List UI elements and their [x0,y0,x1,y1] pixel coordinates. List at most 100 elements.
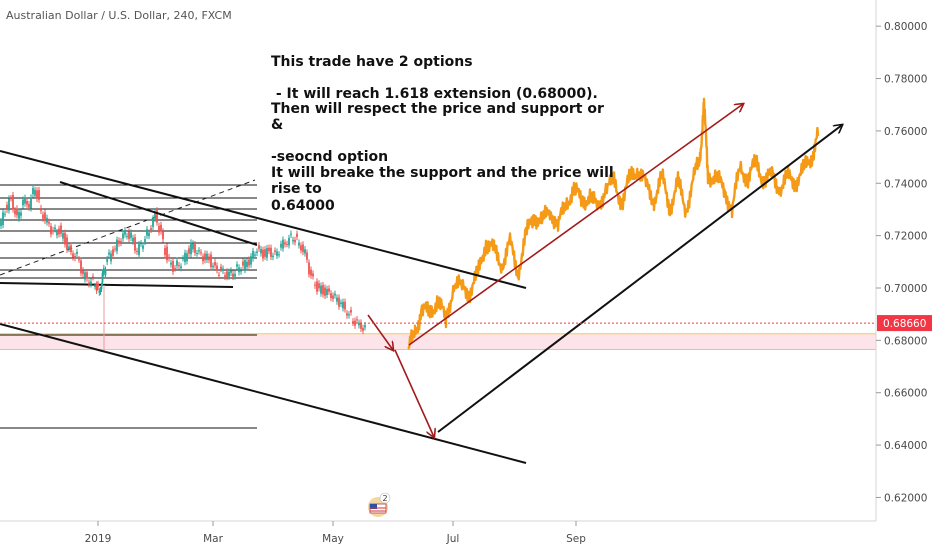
candle-body [268,247,270,252]
candle-body [308,262,310,275]
candle-body [100,285,103,289]
candle-body [310,269,312,276]
candle-body [340,302,342,305]
candle-body [254,254,256,256]
candle-body [158,225,160,233]
candle-body [14,210,16,215]
candle-body [10,198,12,200]
upper-channel-line [0,150,527,289]
candle-body [54,227,56,230]
candle-body [142,245,144,249]
candle-body [200,252,202,254]
candle-body [318,283,320,289]
candle-body [112,249,114,256]
lower-channel-line [0,323,527,464]
candle-body [162,231,164,240]
candle-body [202,256,204,262]
candle-body [160,224,162,232]
projected-price-series [407,97,820,350]
candle-body [136,250,138,252]
candle-body [22,199,24,206]
candle-body [216,265,218,271]
support-zone-fill [0,333,876,350]
candle-body [80,260,82,274]
candle-body [302,244,304,252]
candle-body [322,285,324,295]
candle-body [2,212,4,226]
annotation-line: rise to [271,181,322,197]
candle-body [248,259,250,266]
candle-body [348,314,350,316]
annotation-line: This trade have 2 options [271,54,473,70]
candle-body [60,225,62,234]
candle-body [346,313,348,316]
candle-body [266,248,268,258]
candle-body [286,243,288,245]
svg-text:0.68660: 0.68660 [883,318,926,330]
annotation-line: -seocnd option [271,149,388,165]
candle-body [28,204,30,208]
y-tick-label: 0.74000 [884,178,927,190]
y-tick-label: 0.64000 [884,440,927,452]
candle-body [20,212,22,216]
candle-body [164,248,166,256]
candle-body [236,264,238,267]
candle-body [224,275,226,277]
y-tick-label: 0.76000 [884,126,927,138]
y-tick-label: 0.72000 [884,231,927,243]
candle-body [114,248,116,250]
candle-body [358,322,360,326]
candle-body [95,284,98,291]
candle-body [124,230,126,235]
candle-body [104,269,107,276]
candle-body [64,232,66,245]
candle-body [82,270,84,275]
candle-body [294,239,296,243]
candle-body [208,256,210,261]
y-tick-label: 0.80000 [884,21,927,33]
annotation-line: & [271,117,283,133]
candle-body [44,212,46,221]
candle-body [364,325,366,328]
candle-body [284,242,286,245]
candle-body [108,252,110,255]
candle-body [36,190,38,199]
candle-body [178,265,180,267]
candle-body [298,242,300,246]
candle-body [168,256,170,259]
candle-body [258,245,260,249]
candle-body [74,255,76,259]
x-tick-label: Sep [566,533,586,545]
candle-body [204,253,206,261]
candle-body [300,245,302,251]
y-tick-label: 0.68000 [884,335,927,347]
candle-body [170,262,172,265]
candle-body [98,290,101,293]
candle-body [350,309,352,313]
candle-body [154,211,156,219]
candle-body [106,259,109,263]
tradingview-flag-logo-icon[interactable]: 2 [368,492,391,517]
candle-body [188,248,190,254]
candle-body [304,249,306,254]
x-tick-label: Mar [203,533,223,545]
dashed-trendline [0,179,256,276]
time-axis[interactable]: 2019 Mar May Jul Sep [85,521,587,545]
candle-body [252,251,254,259]
candle-body [8,198,10,211]
candle-body [360,322,362,329]
candle-body [92,276,94,278]
candle-body [132,237,134,242]
candle-body [4,213,6,215]
arrow-up-from-064 [437,125,842,433]
candle-body [214,261,216,266]
y-tick-label: 0.62000 [884,492,927,504]
candle-body [26,201,28,205]
candle-body [242,261,244,266]
candle-body [222,268,224,271]
y-tick-label: 0.70000 [884,283,927,295]
candle-body [56,232,58,236]
annotation-line: Then will respect the price and support … [271,101,604,117]
price-axis[interactable]: 0.80000 0.78000 0.76000 0.74000 0.72000 0.700… [876,21,927,504]
